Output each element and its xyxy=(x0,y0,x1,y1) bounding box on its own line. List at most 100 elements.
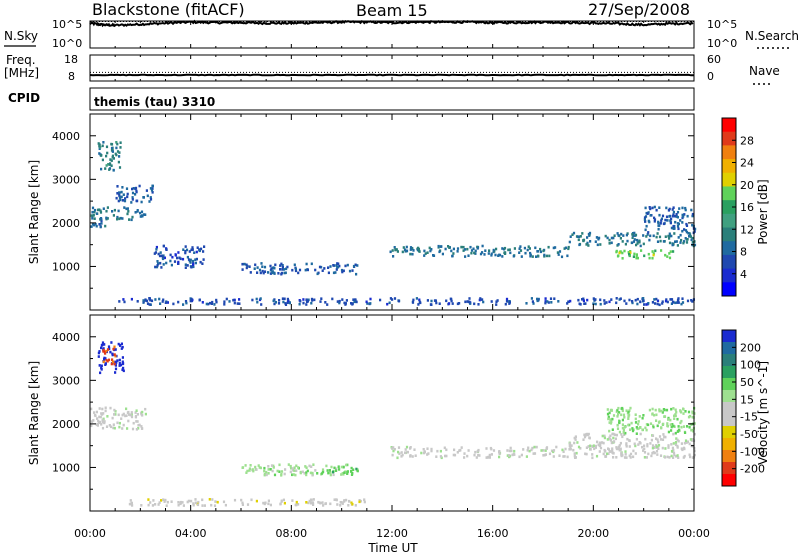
heatmap-cell xyxy=(108,424,111,427)
heatmap-cell xyxy=(336,503,339,506)
heatmap-cell xyxy=(236,302,239,305)
heatmap-cell xyxy=(573,441,576,445)
heatmap-cell xyxy=(263,265,267,269)
heatmap-cell xyxy=(291,473,294,477)
heatmap-cell xyxy=(451,302,454,305)
heatmap-cell xyxy=(184,251,187,255)
heatmap-cell xyxy=(369,297,372,301)
heatmap-cell xyxy=(625,233,628,237)
heatmap-cell xyxy=(291,268,294,272)
heatmap-cell xyxy=(103,350,106,354)
heatmap-cell xyxy=(113,413,116,416)
heatmap-cell xyxy=(547,301,550,304)
heatmap-cell xyxy=(245,471,248,474)
heatmap-cell xyxy=(469,245,472,249)
heatmap-cell xyxy=(131,215,134,219)
heatmap-cell xyxy=(260,303,263,306)
heatmap-cell xyxy=(393,448,396,451)
heatmap-cell xyxy=(100,346,103,350)
heatmap-cell xyxy=(665,408,669,412)
heatmap-cell xyxy=(401,250,404,254)
heatmap-cell xyxy=(656,299,660,303)
heatmap-cell xyxy=(165,261,168,265)
heatmap-cell xyxy=(329,471,332,474)
heatmap-cell xyxy=(108,163,111,166)
heatmap-cell xyxy=(350,302,353,305)
heatmap-cell xyxy=(110,142,113,146)
heatmap-cell xyxy=(348,500,351,503)
heatmap-cell xyxy=(545,254,548,258)
heatmap-cell xyxy=(627,417,630,420)
heatmap-cell xyxy=(575,235,579,238)
heatmap-cell xyxy=(647,423,650,427)
heatmap-cell xyxy=(120,190,123,194)
heatmap-cell xyxy=(393,297,397,300)
heatmap-cell xyxy=(210,503,213,507)
heatmap-cell xyxy=(634,421,638,424)
heatmap-cell xyxy=(585,432,588,436)
heatmap-cell xyxy=(329,265,332,268)
heatmap-cell xyxy=(283,472,286,476)
heatmap-cell xyxy=(596,243,599,247)
heatmap-cell xyxy=(282,498,285,502)
heatmap-cell xyxy=(329,502,332,506)
heatmap-cell xyxy=(681,229,684,233)
heatmap-cell xyxy=(653,220,656,223)
heatmap-cell xyxy=(327,471,330,475)
heatmap-cell xyxy=(612,236,615,240)
heatmap-cell xyxy=(616,427,620,430)
heatmap-cell xyxy=(298,268,302,272)
heatmap-cell xyxy=(567,247,570,251)
heatmap-cell xyxy=(665,298,668,301)
heatmap-cell xyxy=(165,248,168,251)
heatmap-cell xyxy=(114,413,117,416)
heatmap-cell xyxy=(131,187,134,191)
heatmap-cell xyxy=(598,441,601,445)
heatmap-cell xyxy=(326,303,329,306)
heatmap-cell xyxy=(305,303,308,306)
heatmap-cell xyxy=(259,466,262,470)
heatmap-cell xyxy=(108,347,111,350)
heatmap-cell xyxy=(649,442,652,445)
heatmap-cell xyxy=(586,241,589,245)
heatmap-cell xyxy=(629,456,632,459)
heatmap-cell xyxy=(511,453,514,457)
freq-right-tick-top: 60 xyxy=(707,53,721,66)
heatmap-cell xyxy=(187,258,191,261)
heatmap-cell xyxy=(612,414,616,417)
heatmap-cell xyxy=(632,255,635,258)
heatmap-cell xyxy=(652,425,655,429)
heatmap-cell xyxy=(490,300,493,303)
heatmap-cell xyxy=(354,263,357,267)
heatmap-cell xyxy=(528,247,531,250)
heatmap-cell xyxy=(594,240,597,243)
heatmap-cell xyxy=(173,260,177,263)
heatmap-cell xyxy=(135,199,138,203)
heatmap-cell xyxy=(126,207,129,210)
heatmap-cell xyxy=(98,144,101,148)
heatmap-cell xyxy=(222,500,226,504)
heatmap-cell xyxy=(564,447,567,451)
heatmap-cell xyxy=(650,438,653,442)
heatmap-cell xyxy=(579,447,582,450)
heatmap-cell xyxy=(352,468,355,471)
heatmap-cell xyxy=(624,431,627,435)
heatmap-cell xyxy=(311,299,314,302)
heatmap-cell xyxy=(267,468,270,471)
colorbar-swatch xyxy=(722,118,736,133)
heatmap-cell xyxy=(255,468,258,471)
heatmap-cell xyxy=(533,452,537,455)
y-tick-label: 3000 xyxy=(52,374,80,387)
heatmap-cell xyxy=(672,210,675,214)
heatmap-cell xyxy=(134,193,137,196)
heatmap-cell xyxy=(552,246,555,250)
heatmap-cell xyxy=(338,264,341,268)
heatmap-cell xyxy=(599,446,603,450)
heatmap-cell xyxy=(279,268,282,271)
heatmap-cell xyxy=(648,206,651,209)
heatmap-cell xyxy=(305,262,308,266)
heatmap-cell xyxy=(359,499,362,503)
heatmap-cell xyxy=(444,247,447,251)
heatmap-cell xyxy=(302,298,305,301)
